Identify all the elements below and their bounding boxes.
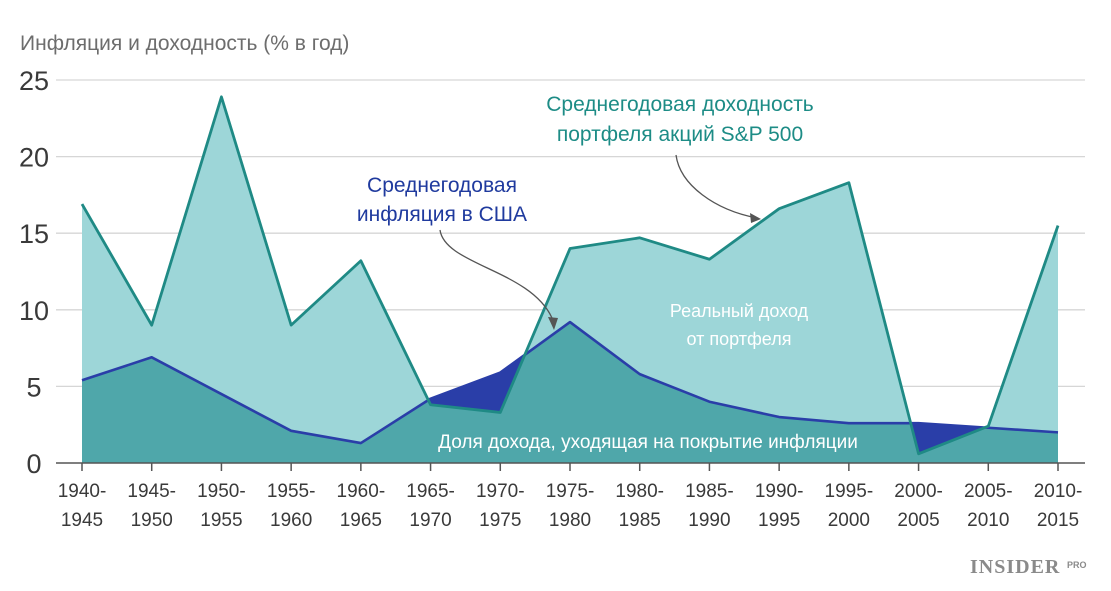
brand-logo-suffix: PRO — [1067, 560, 1087, 570]
sp500-annotation-arrow — [675, 154, 758, 219]
sp500-annotation-line2: портфеля акций S&P 500 — [557, 123, 803, 146]
x-tick-label: 1975- — [546, 481, 595, 502]
x-tick-label: 1945 — [61, 510, 103, 531]
inflation-share-area — [82, 322, 1058, 463]
x-tick-label: 1950- — [197, 481, 246, 502]
chart-title: Инфляция и доходность (% в год) — [20, 32, 349, 55]
x-tick-label: 1995- — [825, 481, 874, 502]
x-tick-label: 1995 — [758, 510, 800, 531]
y-tick-label: 5 — [26, 372, 41, 402]
y-tick-label: 10 — [19, 296, 49, 326]
x-tick-label: 1945- — [127, 481, 176, 502]
y-tick-label: 25 — [19, 66, 49, 96]
x-tick-label: 1965 — [340, 510, 382, 531]
x-tick-label: 1950 — [131, 510, 173, 531]
x-tick-label: 1970 — [409, 510, 451, 531]
x-tick-label: 2015 — [1037, 510, 1079, 531]
x-tick-label: 1960- — [337, 481, 386, 502]
inflation-share-label: Доля дохода, уходящая на покрытие инфляц… — [438, 432, 858, 453]
areas — [82, 96, 1058, 464]
inflation-annotation-arrowhead — [548, 317, 558, 330]
x-tick-label: 1990- — [755, 481, 804, 502]
x-tick-label: 2000- — [894, 481, 943, 502]
sp500-area — [82, 96, 1058, 464]
series-lines — [80, 95, 1060, 456]
x-tick-label: 1970- — [476, 481, 525, 502]
real-income-label-line2: от портфеля — [687, 329, 792, 349]
x-tick-label: 1980 — [549, 510, 591, 531]
x-tick-label: 1965- — [406, 481, 455, 502]
inflation-annotation-line2: инфляция в США — [357, 203, 527, 226]
x-tick-labels: 1940- 1945 1945- 1950 1950- 1955 1955- 1960 1960… — [58, 481, 1083, 531]
y-tick-label: 15 — [19, 219, 49, 249]
inflation-annotation-line1: Среднегодовая — [367, 174, 517, 197]
x-tick-label: 2010 — [967, 510, 1009, 531]
axes — [56, 462, 1085, 471]
inflation-line — [81, 320, 1059, 445]
y-tick-labels: 0 5 10 15 20 25 — [19, 66, 49, 479]
real-income-label-line1: Реальный доход — [670, 301, 809, 321]
sp500-annotation-arrowhead — [750, 213, 761, 223]
y-tick-label: 20 — [19, 143, 49, 173]
x-tick-label: 1980- — [615, 481, 664, 502]
x-tick-label: 2000 — [828, 510, 870, 531]
x-tick-label: 2005 — [897, 510, 939, 531]
inflation-annotation-arrow — [439, 229, 553, 319]
x-tick-label: 1960 — [270, 510, 312, 531]
x-tick-label: 1955- — [267, 481, 316, 502]
x-tick-label: 2010- — [1034, 481, 1083, 502]
x-tick-label: 1985 — [619, 510, 661, 531]
x-tick-label: 2005- — [964, 481, 1013, 502]
sp500-annotation-line1: Среднегодовая доходность — [546, 93, 814, 116]
x-tick-label: 1985- — [685, 481, 734, 502]
x-tick-label: 1955 — [200, 510, 242, 531]
y-tick-label: 0 — [26, 449, 41, 479]
x-tick-label: 1990 — [688, 510, 730, 531]
brand-logo: INSIDER — [970, 556, 1060, 578]
x-tick-label: 1975 — [479, 510, 521, 531]
sp500-line — [80, 95, 1060, 456]
x-tick-label: 1940- — [58, 481, 107, 502]
